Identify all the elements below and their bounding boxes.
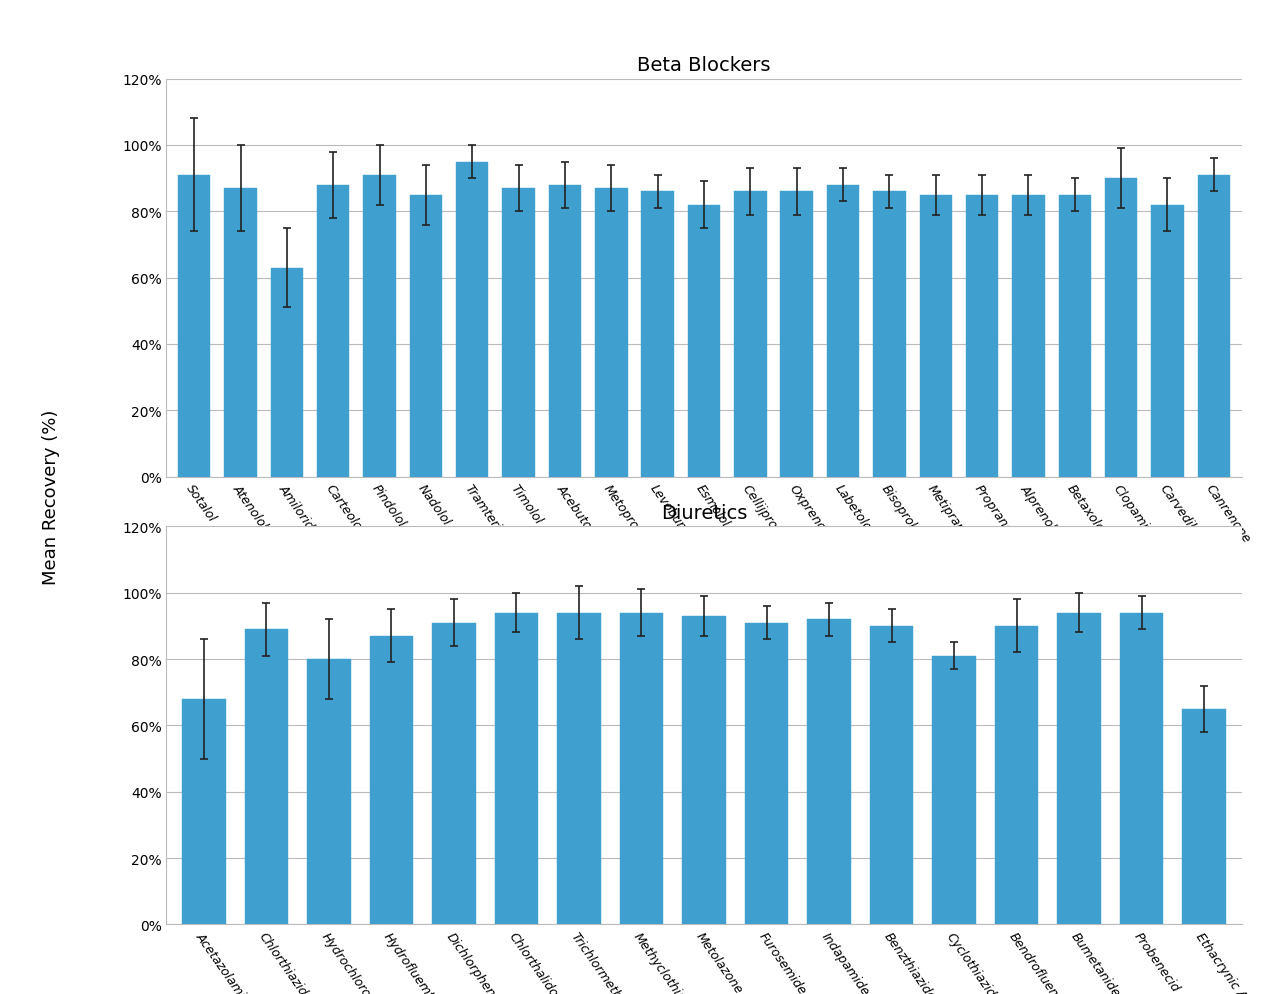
Bar	[873, 192, 905, 477]
Bar	[182, 699, 225, 924]
Bar	[1120, 613, 1164, 924]
Bar	[966, 196, 998, 477]
Bar	[270, 268, 303, 477]
Bar	[995, 626, 1038, 924]
Bar	[364, 176, 396, 477]
Bar	[781, 192, 813, 477]
Bar	[494, 613, 539, 924]
Bar	[687, 206, 721, 477]
Bar	[317, 186, 349, 477]
Bar	[641, 192, 673, 477]
Bar	[456, 162, 489, 477]
Bar	[620, 613, 663, 924]
Bar	[244, 629, 288, 924]
Bar	[595, 189, 627, 477]
Bar	[410, 196, 442, 477]
Bar	[178, 176, 210, 477]
Bar	[682, 616, 726, 924]
Bar	[1105, 179, 1138, 477]
Bar	[549, 186, 581, 477]
Bar	[224, 189, 257, 477]
Bar	[502, 189, 535, 477]
Bar	[1059, 196, 1091, 477]
Bar	[1183, 709, 1226, 924]
Bar	[370, 636, 413, 924]
Bar	[869, 626, 914, 924]
Bar	[1151, 206, 1184, 477]
Title: Beta Blockers: Beta Blockers	[637, 57, 771, 76]
Bar	[808, 619, 851, 924]
Bar	[827, 186, 859, 477]
Bar	[1198, 176, 1230, 477]
Bar	[735, 192, 767, 477]
Bar	[1012, 196, 1044, 477]
Text: Mean Recovery (%): Mean Recovery (%)	[42, 410, 60, 584]
Bar	[745, 623, 788, 924]
Bar	[307, 659, 351, 924]
Bar	[932, 656, 975, 924]
Bar	[557, 613, 600, 924]
Bar	[919, 196, 952, 477]
Bar	[1057, 613, 1101, 924]
Title: Diuretics: Diuretics	[660, 504, 748, 523]
Bar	[433, 623, 476, 924]
